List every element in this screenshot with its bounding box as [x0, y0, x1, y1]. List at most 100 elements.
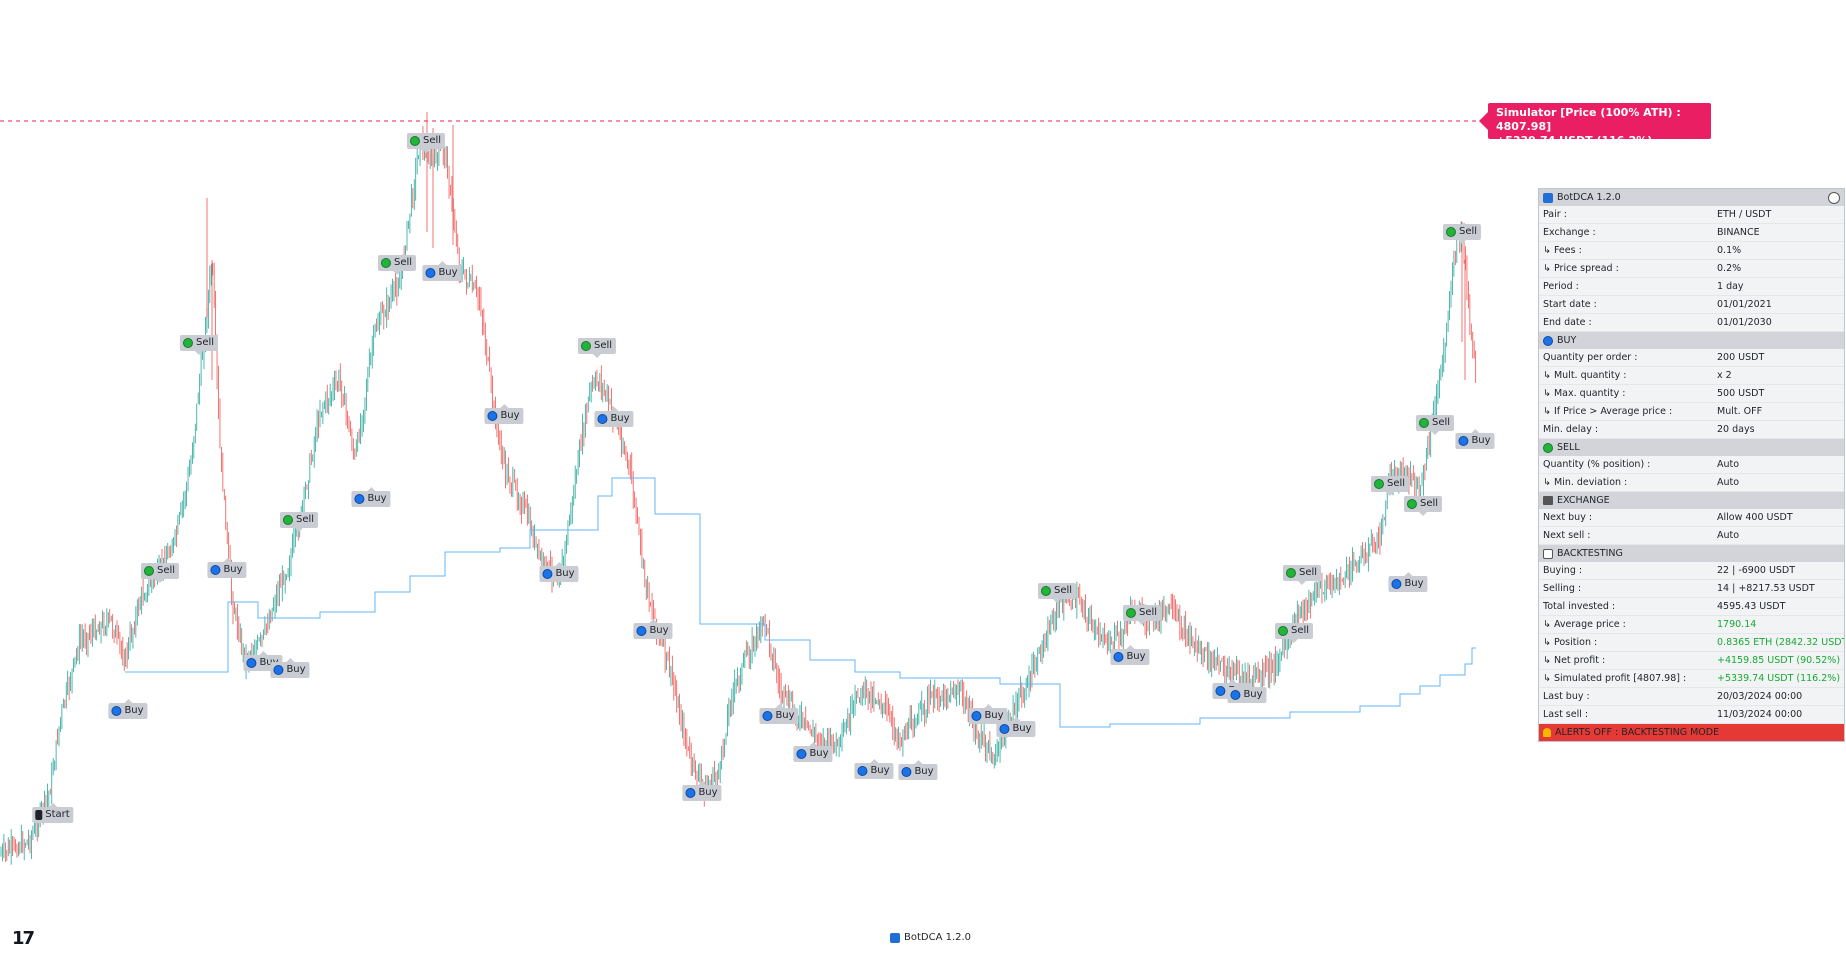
panel-row-label: End date : — [1543, 317, 1592, 328]
blue-circle-icon — [796, 749, 807, 759]
panel-row-label: Quantity (% position) : — [1543, 459, 1651, 470]
sell-marker[interactable]: Sell — [1370, 476, 1410, 496]
blue-circle-icon — [1215, 686, 1226, 696]
indicator-footer-label: BotDCA 1.2.0 — [890, 932, 971, 943]
green-circle-icon — [1418, 418, 1429, 428]
buy-marker[interactable]: Buy — [539, 562, 579, 582]
panel-row: Next sell : Auto — [1539, 527, 1844, 545]
buy-marker[interactable]: Buy — [351, 487, 391, 507]
panel-row-value: Auto — [1717, 459, 1740, 470]
buy-marker-label: Buy — [610, 413, 630, 424]
buy-marker-label: Buy — [367, 493, 387, 504]
buy-marker-label: Buy — [649, 625, 669, 636]
panel-row-label: Total invested : — [1543, 601, 1616, 612]
sell-marker[interactable]: Sell — [1415, 415, 1455, 435]
sell-marker[interactable]: Sell — [1282, 565, 1322, 585]
blue-circle-icon — [762, 711, 773, 721]
buy-marker-label: Buy — [555, 568, 575, 579]
blue-circle-icon — [901, 767, 912, 777]
panel-row-label: ↳ Average price : — [1543, 619, 1626, 630]
blue-circle-icon — [111, 706, 122, 716]
panel-row: Min. delay : 20 days — [1539, 421, 1844, 439]
green-circle-icon — [1040, 586, 1051, 596]
indicator-name: BotDCA 1.2.0 — [904, 932, 972, 943]
panel-row-value: 500 USDT — [1717, 388, 1765, 399]
green-circle-icon — [182, 338, 193, 348]
buy-marker[interactable]: Buy — [898, 760, 938, 780]
panel-row-value: ETH / USDT — [1717, 209, 1772, 220]
sell-marker[interactable]: Sell — [1274, 623, 1314, 643]
simulator-price-text: Simulator [Price (100% ATH) : 4807.98] — [1496, 106, 1681, 133]
buy-marker[interactable]: Buy — [996, 717, 1036, 737]
sell-marker[interactable]: Sell — [179, 335, 219, 355]
buy-marker[interactable]: Buy — [1388, 572, 1428, 592]
green-circle-icon — [580, 341, 591, 351]
sell-marker[interactable]: Sell — [1037, 583, 1077, 603]
buy-marker[interactable]: Buy — [594, 407, 634, 427]
sell-marker[interactable]: Sell — [1122, 605, 1162, 625]
panel-row-value: 0.1% — [1717, 245, 1742, 256]
blue-circle-icon — [425, 268, 436, 278]
sell-marker[interactable]: Sell — [577, 338, 617, 358]
exchange-section-header: EXCHANGE — [1539, 492, 1844, 509]
panel-row-value: x 2 — [1717, 370, 1732, 381]
buy-marker-label: Buy — [984, 710, 1004, 721]
panel-row-value: Mult. OFF — [1717, 406, 1763, 417]
sell-marker-label: Sell — [1290, 625, 1310, 636]
panel-row-label: Last buy : — [1543, 691, 1590, 702]
sell-marker[interactable]: Sell — [377, 255, 417, 275]
buy-marker[interactable]: Buy — [108, 699, 148, 719]
buy-marker-label: Buy — [223, 564, 243, 575]
buy-marker[interactable]: Buy — [854, 759, 894, 779]
buy-marker[interactable]: Buy — [1110, 645, 1150, 665]
sell-marker[interactable]: Sell — [406, 133, 446, 153]
blue-circle-icon — [1113, 652, 1124, 662]
buy-section-title: BUY — [1557, 335, 1577, 346]
buy-marker-label: Buy — [698, 787, 718, 798]
sell-marker[interactable]: Sell — [279, 512, 319, 532]
buy-marker[interactable]: Buy — [968, 704, 1008, 724]
sell-marker-label: Sell — [1298, 567, 1318, 578]
buy-marker-label: Buy — [438, 267, 458, 278]
blue-circle-icon — [999, 724, 1010, 734]
blue-circle-icon — [487, 411, 498, 421]
buy-marker[interactable]: Buy — [270, 658, 310, 678]
buy-marker-label: Buy — [775, 710, 795, 721]
panel-row-label: ↳ Mult. quantity : — [1543, 370, 1627, 381]
tradingview-logo[interactable]: 17 — [12, 928, 35, 949]
sell-marker[interactable]: Sell — [140, 563, 180, 583]
panel-row-value: 22 | -6900 USDT — [1717, 565, 1796, 576]
panel-row-label: ↳ If Price > Average price : — [1543, 406, 1673, 417]
buy-section: Quantity per order : 200 USDT ↳ Mult. qua… — [1539, 349, 1844, 439]
start-marker[interactable]: Start — [32, 803, 74, 823]
backtesting-section: Buying : 22 | -6900 USDT Selling : 14 | +82… — [1539, 562, 1844, 724]
buy-marker[interactable]: Buy — [759, 704, 799, 724]
buy-marker[interactable]: Buy — [1455, 429, 1495, 449]
panel-row-label: Last sell : — [1543, 709, 1589, 720]
buy-marker[interactable]: Buy — [793, 742, 833, 762]
panel-title-bar: BotDCA 1.2.0 — [1539, 189, 1844, 206]
backtesting-section-title: BACKTESTING — [1557, 548, 1623, 559]
sell-marker-label: Sell — [1419, 498, 1439, 509]
average-price-line — [125, 477, 1476, 728]
bot-icon — [890, 932, 900, 943]
buy-marker[interactable]: Buy — [207, 558, 247, 578]
panel-toggle-icon[interactable] — [1828, 192, 1840, 204]
buy-marker[interactable]: Buy — [484, 404, 524, 424]
buy-marker[interactable]: Buy — [682, 781, 722, 801]
panel-row: Next buy : Allow 400 USDT — [1539, 509, 1844, 527]
blue-circle-icon — [685, 788, 696, 798]
panel-row-label: ↳ Min. deviation : — [1543, 477, 1628, 488]
blue-circle-icon — [1543, 335, 1553, 346]
backtesting-section-header: BACKTESTING — [1539, 545, 1844, 562]
panel-row-label: Period : — [1543, 281, 1579, 292]
sell-marker[interactable]: Sell — [1442, 224, 1482, 244]
buy-marker[interactable]: Buy — [1227, 683, 1267, 703]
sell-marker[interactable]: Sell — [1403, 496, 1443, 516]
buy-marker-label: Buy — [809, 748, 829, 759]
exchange-section: Next buy : Allow 400 USDT Next sell : Auto — [1539, 509, 1844, 545]
cube-icon — [1543, 548, 1553, 559]
buy-marker[interactable]: Buy — [422, 261, 462, 281]
buy-marker[interactable]: Buy — [633, 619, 673, 639]
blue-circle-icon — [857, 766, 868, 776]
